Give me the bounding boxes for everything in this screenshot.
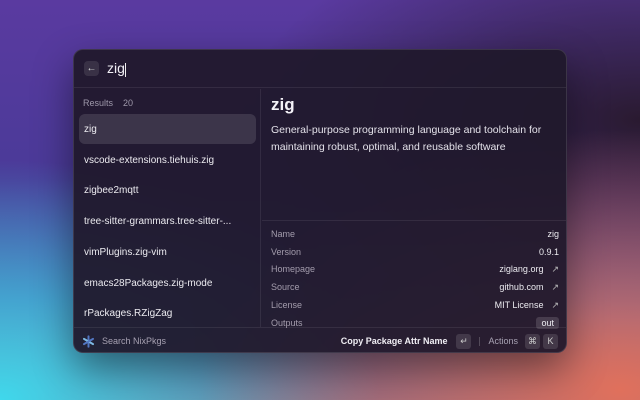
- enter-key-icon: ↵: [456, 333, 472, 349]
- back-button[interactable]: ←: [84, 61, 99, 76]
- divider: [479, 336, 481, 346]
- detail-panel: zig General-purpose programming language…: [262, 89, 566, 329]
- list-item[interactable]: vimPlugins.zig-vim: [84, 246, 167, 258]
- list-item[interactable]: zig: [79, 114, 256, 144]
- command-key-icon: ⌘: [525, 333, 540, 349]
- nix-snowflake-icon: [82, 334, 95, 348]
- metadata-list: Name zig Version 0.9.1 Homepage ziglang.org…: [262, 220, 566, 329]
- meta-row-name: Name zig: [271, 229, 559, 239]
- package-title: zig: [271, 95, 295, 114]
- meta-row-version: Version 0.9.1: [271, 247, 559, 257]
- meta-row-source[interactable]: Source github.com ↗: [271, 281, 559, 293]
- search-query: zig: [107, 60, 125, 77]
- results-count: 20: [123, 98, 134, 108]
- search-bar: ← zig: [74, 50, 566, 88]
- list-item[interactable]: emacs28Packages.zig-mode: [84, 277, 213, 289]
- homepage-link[interactable]: ziglang.org: [499, 263, 544, 274]
- external-link-icon: ↗: [551, 299, 559, 310]
- external-link-icon: ↗: [551, 263, 559, 274]
- list-item[interactable]: rPackages.RZigZag: [84, 307, 173, 319]
- k-key: K: [543, 333, 558, 349]
- list-item[interactable]: zigbee2mqtt: [84, 184, 139, 196]
- list-item[interactable]: vscode-extensions.tiehuis.zig: [84, 154, 215, 166]
- search-input[interactable]: zig: [107, 60, 126, 77]
- source-link[interactable]: github.com: [499, 281, 544, 292]
- results-list: Results 20 zig vscode-extensions.tiehuis.…: [74, 89, 261, 327]
- license-link[interactable]: MIT License: [494, 299, 544, 310]
- results-header: Results 20: [83, 98, 133, 108]
- meta-row-license[interactable]: License MIT License ↗: [271, 299, 559, 311]
- meta-row-homepage[interactable]: Homepage ziglang.org ↗: [271, 263, 559, 275]
- actions-button[interactable]: Actions: [488, 336, 518, 346]
- list-item[interactable]: tree-sitter-grammars.tree-sitter-...: [84, 215, 232, 227]
- package-description: General-purpose programming language and…: [271, 124, 542, 153]
- output-chip: out: [536, 317, 559, 329]
- results-label: Results: [83, 98, 114, 108]
- nixpkgs-window: ← zig Results 20 zig vscode-extensions.ti…: [73, 49, 567, 353]
- action-bar: Search NixPkgs Copy Package Attr Name ↵ …: [74, 327, 566, 352]
- extension-name: Search NixPkgs: [102, 336, 167, 346]
- copy-attr-name-button[interactable]: Copy Package Attr Name: [340, 336, 448, 346]
- external-link-icon: ↗: [551, 281, 559, 292]
- meta-row-outputs: Outputs out: [271, 315, 559, 331]
- arrow-left-icon: ←: [86, 63, 97, 74]
